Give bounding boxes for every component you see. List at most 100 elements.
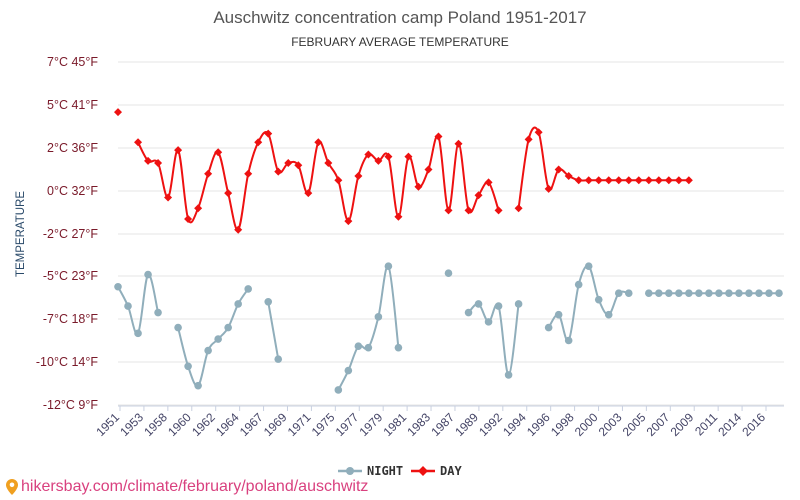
point-day[interactable] [564, 171, 573, 180]
point-night[interactable] [134, 329, 142, 338]
point-night[interactable] [544, 323, 553, 332]
point-day[interactable] [234, 225, 243, 234]
point-night[interactable] [174, 323, 182, 332]
point-night[interactable] [234, 300, 242, 308]
point-night[interactable] [494, 302, 503, 310]
point-day[interactable] [464, 206, 473, 215]
point-night[interactable] [504, 371, 513, 379]
point-night[interactable] [264, 298, 273, 306]
point-day[interactable] [404, 152, 413, 161]
point-night[interactable] [394, 343, 403, 352]
point-night[interactable] [554, 310, 563, 319]
point-day[interactable] [574, 176, 583, 185]
point-night[interactable] [775, 289, 783, 298]
point-day[interactable] [534, 128, 543, 137]
point-night[interactable] [725, 289, 733, 298]
point-night[interactable] [644, 289, 653, 298]
point-night[interactable] [685, 289, 693, 298]
point-day[interactable] [414, 182, 423, 191]
point-night[interactable] [364, 343, 373, 352]
point-day[interactable] [544, 184, 553, 193]
point-night[interactable] [765, 289, 773, 298]
point-day[interactable] [484, 178, 493, 187]
point-day[interactable] [394, 212, 403, 221]
point-day[interactable] [594, 176, 603, 185]
point-day[interactable] [294, 161, 303, 170]
point-night[interactable] [244, 285, 252, 293]
point-night[interactable] [655, 289, 663, 298]
point-night[interactable] [384, 262, 393, 271]
point-day[interactable] [284, 159, 293, 168]
point-night[interactable] [194, 381, 202, 390]
point-night[interactable] [114, 282, 122, 291]
point-night[interactable] [614, 289, 623, 298]
point-night[interactable] [735, 289, 743, 298]
point-day[interactable] [314, 138, 323, 147]
point-day[interactable] [334, 176, 343, 185]
watermark-link[interactable]: hikersbay.com/climate/february/poland/au… [21, 478, 369, 495]
point-day[interactable] [344, 217, 353, 226]
point-night[interactable] [705, 289, 713, 298]
point-day[interactable] [444, 206, 453, 215]
point-day[interactable] [154, 159, 163, 168]
point-night[interactable] [604, 310, 613, 319]
point-day[interactable] [494, 206, 503, 215]
point-day[interactable] [684, 176, 693, 185]
point-day[interactable] [454, 139, 463, 148]
legend-item-night[interactable]: NIGHT [338, 464, 403, 478]
point-day[interactable] [244, 169, 253, 178]
point-night[interactable] [204, 346, 212, 355]
point-day[interactable] [674, 176, 683, 185]
point-day[interactable] [164, 193, 173, 202]
point-day[interactable] [424, 165, 433, 174]
point-night[interactable] [274, 355, 283, 363]
point-night[interactable] [564, 336, 573, 345]
point-night[interactable] [344, 366, 353, 375]
point-day[interactable] [354, 171, 363, 180]
point-day[interactable] [664, 176, 673, 185]
point-day[interactable] [214, 148, 223, 157]
point-night[interactable] [144, 270, 152, 279]
point-night[interactable] [154, 308, 162, 317]
point-night[interactable] [474, 300, 483, 308]
point-night[interactable] [624, 289, 633, 298]
point-day[interactable] [474, 191, 483, 200]
point-night[interactable] [184, 362, 192, 371]
point-night[interactable] [715, 289, 723, 298]
point-day[interactable] [614, 176, 623, 185]
legend-item-day[interactable]: DAY [411, 464, 462, 478]
point-night[interactable] [334, 386, 343, 394]
point-night[interactable] [514, 300, 523, 308]
point-day[interactable] [364, 150, 373, 159]
point-day[interactable] [114, 108, 122, 117]
point-day[interactable] [254, 138, 263, 147]
point-day[interactable] [264, 129, 273, 138]
point-night[interactable] [354, 342, 363, 351]
point-night[interactable] [574, 280, 583, 289]
point-night[interactable] [745, 289, 753, 298]
point-day[interactable] [584, 176, 593, 185]
point-day[interactable] [174, 146, 183, 155]
watermark[interactable]: hikersbay.com/climate/february/poland/au… [6, 478, 368, 496]
point-day[interactable] [524, 135, 533, 144]
point-day[interactable] [434, 132, 443, 141]
point-day[interactable] [134, 138, 143, 147]
point-day[interactable] [654, 176, 663, 185]
point-day[interactable] [604, 176, 613, 185]
point-day[interactable] [304, 189, 313, 198]
point-day[interactable] [324, 159, 333, 168]
point-day[interactable] [274, 167, 283, 176]
point-night[interactable] [464, 308, 473, 317]
point-night[interactable] [594, 295, 603, 304]
point-day[interactable] [624, 176, 633, 185]
legend[interactable]: NIGHT DAY [338, 464, 462, 478]
point-day[interactable] [634, 176, 643, 185]
point-day[interactable] [204, 169, 213, 178]
point-day[interactable] [374, 156, 383, 165]
point-night[interactable] [665, 289, 673, 298]
point-night[interactable] [214, 335, 222, 343]
point-night[interactable] [224, 323, 232, 332]
point-day[interactable] [144, 156, 153, 165]
point-day[interactable] [194, 204, 203, 213]
point-day[interactable] [224, 189, 233, 198]
